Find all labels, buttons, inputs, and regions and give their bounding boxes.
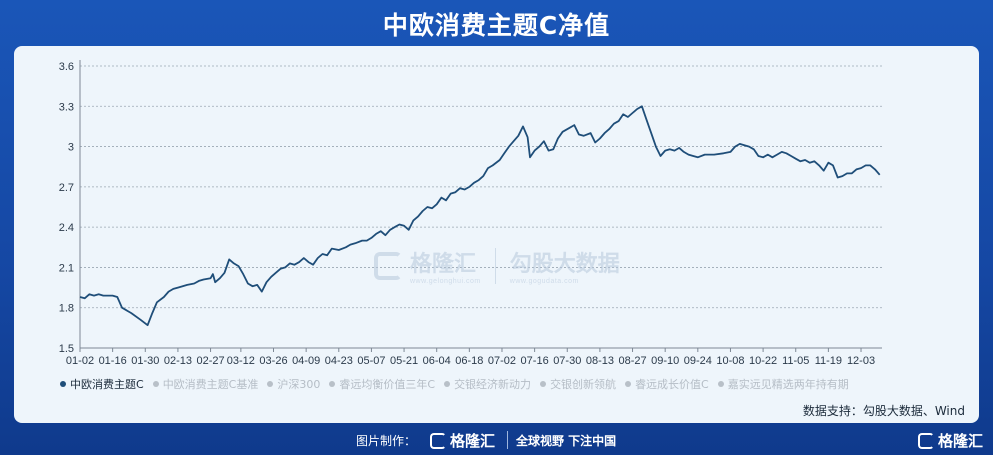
x-tick-label: 04-09 [292, 355, 320, 367]
x-tick-label: 08-27 [618, 355, 646, 367]
watermark: 格隆汇 www.gelonghui.com 勾股大数据 www.gogudata… [374, 246, 620, 285]
legend-label: 嘉实远见精选两年持有期 [727, 378, 849, 391]
x-tick-label: 01-30 [131, 355, 159, 367]
legend-label: 交银创新领航 [550, 378, 617, 391]
legend-label: 沪深300 [277, 378, 321, 391]
watermark-brand2: 勾股大数据 [509, 252, 620, 277]
legend-dot-icon [152, 381, 159, 387]
made-by-label: 图片制作： [356, 434, 417, 448]
legend-item[interactable]: 睿远成长价值C [625, 376, 709, 392]
gelonghui-logo-icon [374, 251, 402, 280]
y-tick-label: 2.4 [59, 222, 74, 234]
legend-item[interactable]: 睿远均衡价值三年C [329, 376, 435, 392]
x-tick-label: 03-12 [227, 355, 255, 367]
legend-label: 中欧消费主题C [70, 378, 144, 391]
legend-dot-icon [625, 381, 632, 387]
page-title: 中欧消费主题C净值 [382, 11, 611, 40]
legend-dot-icon [717, 381, 724, 387]
y-tick-label: 2.1 [59, 262, 74, 274]
x-tick-label: 12-03 [847, 355, 875, 367]
series-line [79, 105, 881, 327]
corner-brand-name: 格隆汇 [938, 432, 984, 450]
legend-item[interactable]: 沪深300 [267, 376, 320, 392]
legend-dot-icon [444, 381, 451, 387]
watermark-divider [494, 247, 496, 284]
footer-divider [507, 431, 508, 449]
corner-brand: 格隆汇 [918, 430, 983, 451]
footer-bar: 图片制作： 格隆汇 全球视野 下注中国 格隆汇 [0, 425, 993, 455]
legend-dot-icon [540, 381, 547, 387]
x-tick-label: 05-21 [390, 355, 418, 367]
x-tick-label: 01-16 [99, 355, 127, 367]
grid-lines [80, 65, 882, 309]
footer-slogan: 全球视野 下注中国 [516, 434, 617, 448]
legend-label: 睿远成长价值C [635, 378, 709, 391]
x-tick-label: 10-22 [749, 355, 777, 367]
y-tick-label: 1.8 [59, 303, 74, 315]
chart-panel: 1.5 1.8 2.1 2.4 2.7 3 3.3 3.6 01-02 01-16 01-30 02… [14, 46, 979, 423]
x-tick-label: 07-16 [521, 355, 549, 367]
y-tick-label: 3.3 [59, 101, 74, 113]
watermark-brand: 格隆汇 [410, 252, 477, 277]
x-tick-label: 04-23 [325, 355, 353, 367]
x-tick-label: 03-26 [259, 355, 287, 367]
y-tick-label: 3.6 [59, 61, 74, 73]
legend-item[interactable]: 中欧消费主题C [60, 376, 144, 392]
series-layer [79, 105, 881, 327]
x-tick-label: 01-02 [66, 355, 94, 367]
x-tick-label: 05-07 [357, 355, 385, 367]
line-chart: 1.5 1.8 2.1 2.4 2.7 3 3.3 3.6 01-02 01-16 01-30 02… [59, 60, 882, 367]
gelonghui-logo-icon [430, 432, 446, 449]
x-tick-label: 10-08 [716, 355, 744, 367]
footer-brand-name: 格隆汇 [450, 432, 496, 450]
x-tick-label: 11-05 [782, 355, 809, 367]
legend-dot-icon [329, 381, 336, 387]
x-tick-label: 07-02 [488, 355, 516, 367]
x-tick-label: 02-27 [196, 355, 224, 367]
footer-brand[interactable]: 格隆汇 [430, 430, 495, 451]
y-tick-label: 3 [68, 142, 74, 154]
watermark-brand-url: www.gelonghui.com [410, 278, 481, 285]
x-tick-label: 06-18 [455, 355, 483, 367]
axes [79, 60, 882, 352]
legend-item[interactable]: 中欧消费主题C基准 [152, 376, 259, 392]
legend-dot-icon [267, 381, 274, 387]
legend-dot-icon [60, 381, 66, 387]
legend-label: 睿远均衡价值三年C [339, 378, 436, 391]
x-tick-label: 02-13 [164, 355, 192, 367]
chart-legend: 中欧消费主题C 中欧消费主题C基准 沪深300 睿远均衡价值三年C 交银经济新动力 交银创… [60, 376, 960, 392]
legend-label: 交银经济新动力 [454, 378, 532, 391]
x-tick-label: 11-19 [815, 355, 842, 367]
x-tick-label: 08-13 [586, 355, 614, 367]
x-tick-label: 07-30 [553, 355, 581, 367]
watermark-brand2-url: www.gogudata.com [509, 278, 579, 285]
y-tick-label: 2.7 [59, 182, 74, 194]
legend-item[interactable]: 交银经济新动力 [444, 376, 531, 392]
x-tick-label: 09-24 [684, 355, 712, 367]
data-source: 数据支持：勾股大数据、Wind [802, 404, 965, 418]
legend-item[interactable]: 交银创新领航 [540, 376, 616, 392]
legend-label: 中欧消费主题C基准 [162, 378, 259, 391]
x-tick-label: 06-04 [423, 355, 451, 367]
y-tick-label: 1.5 [59, 343, 74, 355]
x-tick-labels: 01-02 01-16 01-30 02-13 02-27 03-12 03-26 04-09… [66, 355, 875, 367]
legend-item[interactable]: 嘉实远见精选两年持有期 [717, 376, 849, 392]
x-tick-label: 09-10 [651, 355, 679, 367]
gelonghui-logo-icon [918, 432, 934, 449]
y-tick-labels: 1.5 1.8 2.1 2.4 2.7 3 3.3 3.6 [59, 61, 74, 355]
